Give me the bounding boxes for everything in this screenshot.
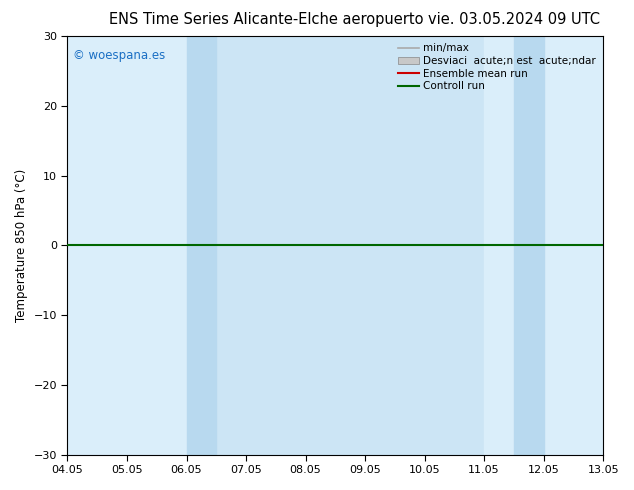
Bar (67, 36, 186, 455)
Bar (484, 36, 603, 455)
Legend: min/max, Desviaci  acute;n est  acute;ndar, Ensemble mean run, Controll run: min/max, Desviaci acute;n est acute;ndar… (396, 41, 598, 93)
Bar (186, 36, 216, 455)
Text: © woespana.es: © woespana.es (73, 49, 165, 62)
Text: vie. 03.05.2024 09 UTC: vie. 03.05.2024 09 UTC (427, 12, 600, 27)
Text: ENS Time Series Alicante-Elche aeropuerto: ENS Time Series Alicante-Elche aeropuert… (109, 12, 424, 27)
Bar (514, 36, 544, 455)
Y-axis label: Temperature 850 hPa (°C): Temperature 850 hPa (°C) (15, 169, 28, 322)
